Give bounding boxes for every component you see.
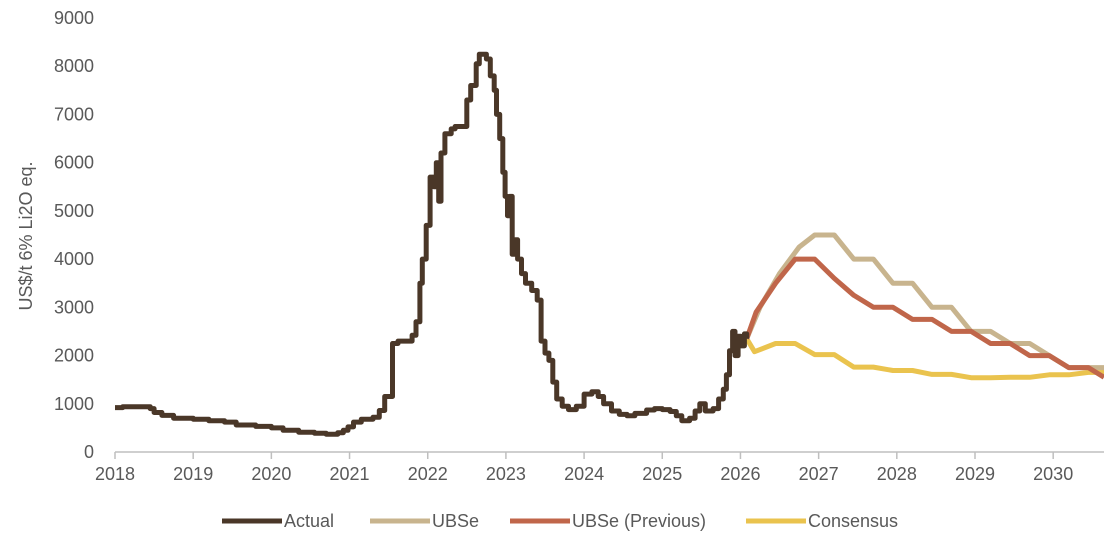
legend-label: Consensus	[808, 511, 898, 531]
legend-label: UBSe (Previous)	[572, 511, 706, 531]
x-axis	[114, 451, 1104, 459]
y-tick-label: 3000	[54, 297, 94, 317]
x-tick-label: 2030	[1033, 464, 1073, 484]
y-axis-title: US$/t 6% Li2O eq.	[16, 161, 36, 310]
x-tick-label: 2029	[955, 464, 995, 484]
x-tick-label: 2021	[330, 464, 370, 484]
y-tick-label: 5000	[54, 201, 94, 221]
series-line-consensus	[744, 337, 1104, 381]
y-tick-label: 2000	[54, 346, 94, 366]
y-axis-title-group: US$/t 6% Li2O eq.	[16, 161, 36, 310]
x-tick-label: 2028	[877, 464, 917, 484]
x-tick-label: 2027	[799, 464, 839, 484]
y-axis-ticks: 0 1000 2000 3000 4000 5000 6000 7000 8000 9000	[54, 8, 94, 462]
x-tick-label: 2026	[720, 464, 760, 484]
legend-label: UBSe	[432, 511, 479, 531]
x-tick-label: 2018	[95, 464, 135, 484]
series-line-ubse-previous	[744, 256, 1104, 380]
x-tick-label: 2020	[251, 464, 291, 484]
x-tick-label: 2022	[408, 464, 448, 484]
y-tick-label: 8000	[54, 56, 94, 76]
x-tick-label: 2023	[486, 464, 526, 484]
y-tick-label: 9000	[54, 8, 94, 28]
series-line-actual	[115, 51, 750, 437]
y-tick-label: 4000	[54, 249, 94, 269]
x-tick-label: 2024	[564, 464, 604, 484]
legend-label: Actual	[284, 511, 334, 531]
y-tick-label: 0	[84, 442, 94, 462]
series-layer	[115, 51, 1104, 437]
x-tick-label: 2019	[173, 464, 213, 484]
y-tick-label: 1000	[54, 394, 94, 414]
x-axis-ticks: 2018 2019 2020 2021 2022 2023 2024 2025 2026 2027…	[95, 464, 1073, 484]
legend: Actual UBSe UBSe (Previous) Consensus	[222, 511, 898, 531]
y-tick-label: 6000	[54, 153, 94, 173]
x-tick-label: 2025	[642, 464, 682, 484]
y-tick-label: 7000	[54, 104, 94, 124]
